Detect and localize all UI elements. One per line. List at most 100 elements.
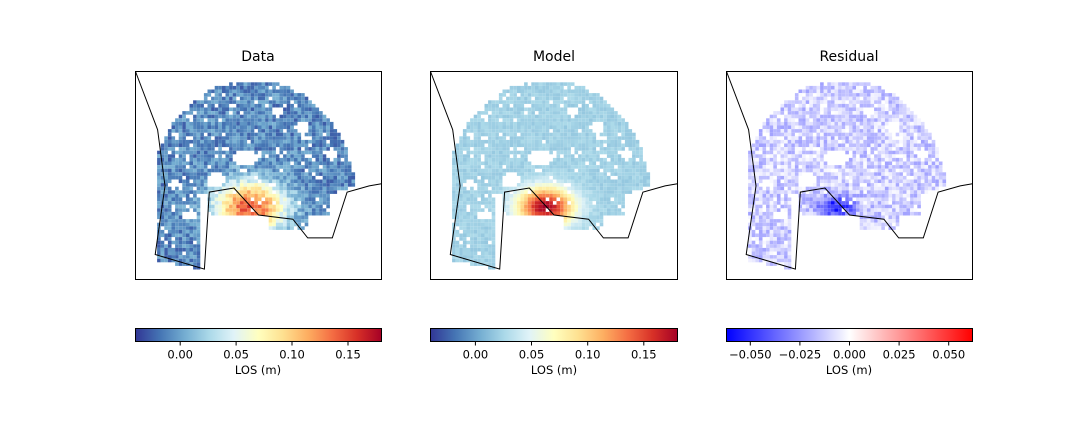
map-pixel — [603, 129, 607, 133]
map-pixel — [549, 111, 553, 115]
map-pixel — [239, 107, 244, 112]
map-pixel — [214, 93, 219, 97]
map-pixel — [247, 100, 251, 104]
map-pixel — [791, 186, 795, 191]
map-pixel — [538, 143, 543, 148]
map-pixel — [816, 139, 821, 144]
map-pixel — [218, 147, 222, 151]
map-pixel — [236, 179, 240, 184]
map-pixel — [520, 168, 525, 173]
map-pixel — [160, 175, 165, 180]
map-pixel — [207, 139, 212, 144]
map-pixel — [265, 147, 269, 151]
map-pixel — [892, 139, 896, 144]
panel-title-residual: Residual — [819, 49, 878, 65]
map-pixel — [193, 201, 197, 205]
map-pixel — [617, 165, 622, 169]
map-pixel — [232, 161, 237, 166]
map-pixel — [567, 168, 571, 173]
map-pixel — [225, 121, 230, 126]
map-pixel — [841, 100, 846, 104]
map-pixel — [852, 154, 857, 158]
map-pixel — [160, 244, 165, 248]
map-pixel — [477, 129, 481, 133]
map-pixel — [751, 175, 756, 180]
map-pixel — [236, 85, 240, 90]
map-pixel — [311, 150, 316, 155]
map-pixel — [874, 165, 878, 169]
map-pixel — [892, 204, 896, 209]
map-pixel — [333, 132, 338, 137]
map-pixel — [272, 93, 276, 97]
map-pixel — [344, 150, 348, 155]
map-pixel — [319, 125, 323, 130]
map-pixel — [755, 247, 759, 252]
map-pixel — [261, 168, 266, 173]
map-pixel — [581, 211, 586, 216]
map-pixel — [473, 258, 478, 263]
map-pixel — [906, 107, 911, 112]
map-pixel — [189, 129, 194, 133]
map-pixel — [888, 193, 893, 198]
map-pixel — [910, 136, 914, 140]
map-pixel — [185, 168, 190, 173]
map-pixel — [480, 179, 485, 184]
map-pixel — [175, 219, 179, 223]
map-pixel — [207, 93, 212, 97]
map-pixel — [592, 147, 597, 151]
map-pixel — [185, 150, 190, 155]
map-pixel — [556, 179, 561, 184]
map-pixel — [881, 147, 885, 151]
map-pixel — [751, 157, 756, 162]
map-pixel — [639, 172, 643, 176]
map-pixel — [798, 186, 803, 191]
map-pixel — [787, 114, 792, 119]
map-pixel — [866, 82, 871, 86]
map-pixel — [859, 82, 864, 86]
map-pixel — [610, 139, 615, 144]
map-pixel — [308, 100, 312, 104]
map-pixel — [333, 183, 338, 187]
map-pixel — [347, 165, 352, 169]
map-pixel — [884, 201, 889, 205]
map-pixel — [581, 190, 586, 194]
map-pixel — [549, 143, 553, 148]
map-pixel — [892, 186, 896, 191]
map-pixel — [211, 193, 215, 198]
map-pixel — [585, 208, 589, 212]
map-pixel — [888, 136, 893, 140]
map-pixel — [272, 121, 276, 126]
map-pixel — [254, 161, 258, 166]
map-pixel — [531, 183, 535, 187]
map-pixel — [892, 111, 896, 115]
map-pixel — [488, 172, 492, 176]
map-pixel — [477, 121, 481, 126]
map-pixel — [308, 161, 312, 166]
map-pixel — [755, 175, 759, 180]
map-pixel — [570, 118, 575, 122]
map-pixel — [755, 147, 759, 151]
map-pixel — [466, 154, 471, 158]
map-pixel — [527, 85, 532, 90]
map-pixel — [632, 165, 636, 169]
map-pixel — [805, 118, 810, 122]
map-pixel — [236, 93, 240, 97]
map-pixel — [924, 161, 929, 166]
map-pixel — [477, 262, 481, 266]
map-pixel — [207, 118, 212, 122]
map-pixel — [827, 175, 831, 180]
map-pixel — [549, 168, 553, 173]
map-pixel — [351, 183, 356, 187]
map-pixel — [531, 100, 535, 104]
map-pixel — [888, 93, 893, 97]
map-pixel — [552, 211, 557, 216]
map-pixel — [617, 154, 622, 158]
map-pixel — [207, 201, 212, 205]
map-pixel — [780, 190, 785, 194]
map-pixel — [784, 118, 788, 122]
map-pixel — [319, 154, 323, 158]
map-pixel — [477, 161, 481, 166]
map-pixel — [283, 183, 287, 187]
map-pixel — [286, 150, 291, 155]
map-pixel — [863, 179, 867, 184]
